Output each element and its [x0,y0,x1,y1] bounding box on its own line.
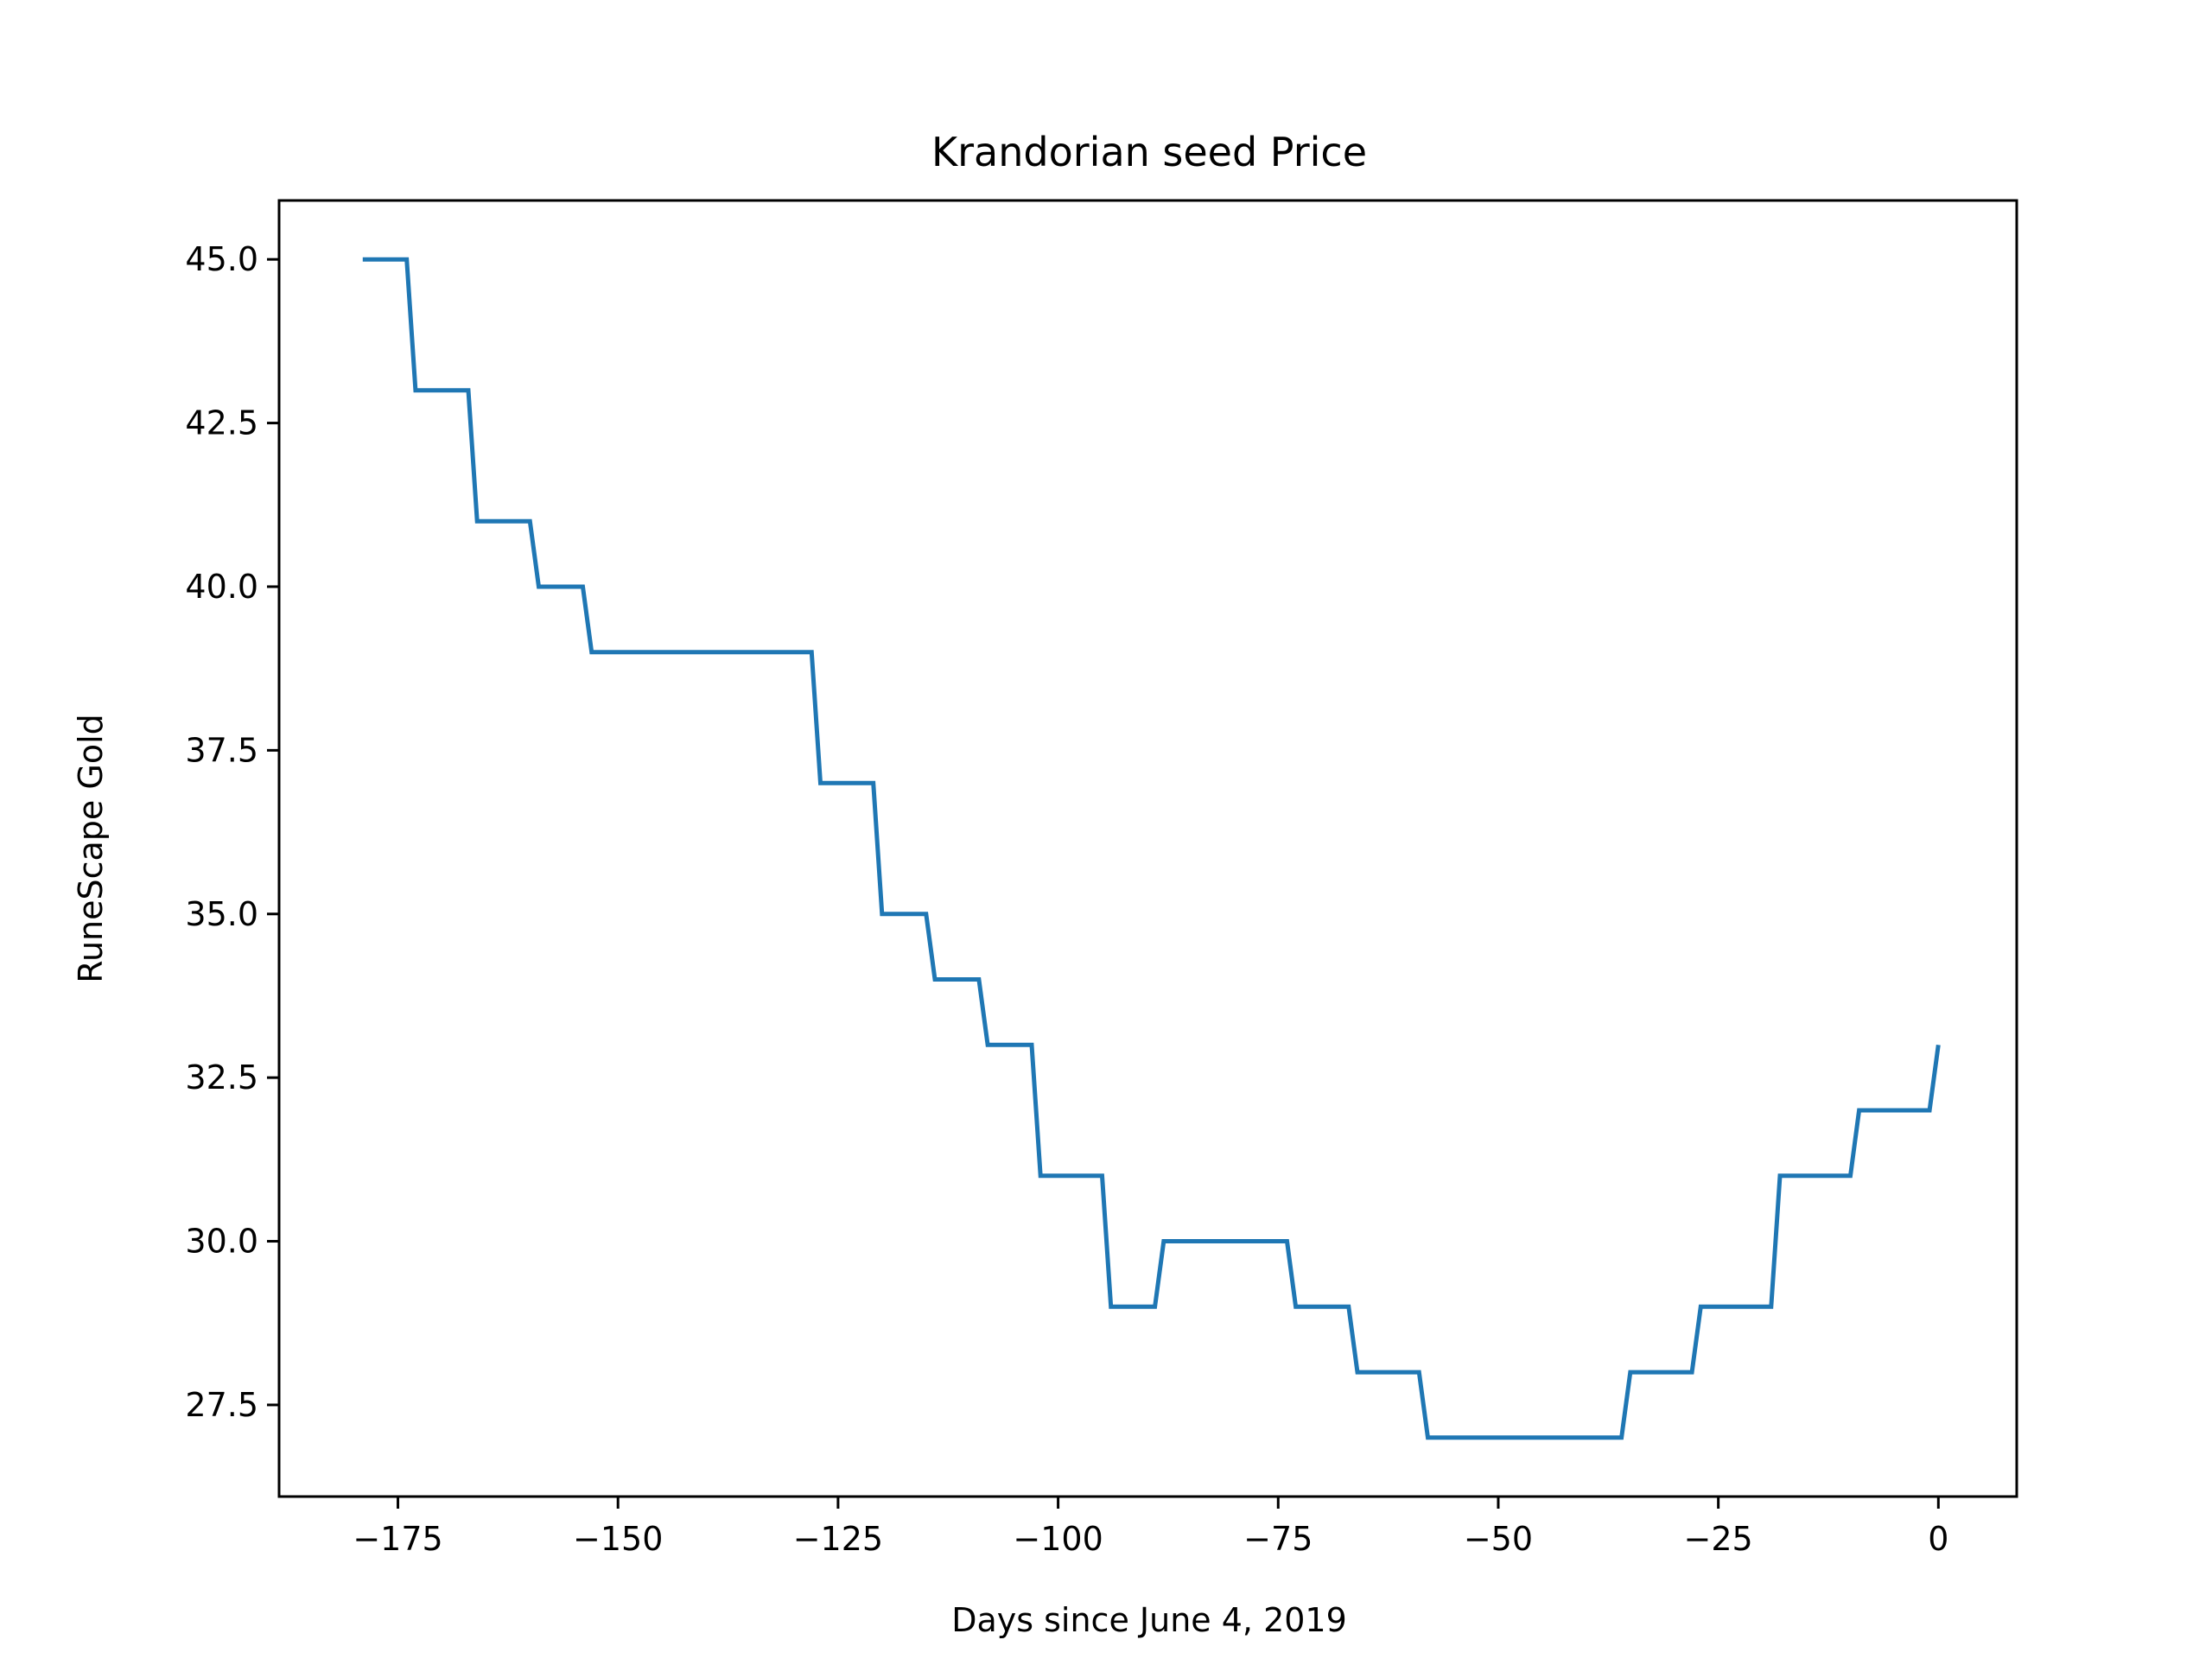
x-tick-label: −75 [1243,1520,1313,1558]
y-tick-label: 37.5 [185,731,258,769]
x-tick-label: −125 [793,1520,883,1558]
y-tick-label: 30.0 [185,1223,258,1261]
chart-title: Krandorian seed Price [931,129,1367,175]
plot-area [362,257,1941,1440]
y-axis-label: RuneScape Gold [72,714,110,983]
y-tick-label: 42.5 [185,404,258,442]
y-tick-label: 45.0 [185,240,258,278]
y-axis-ticks: 27.5 30.0 32.5 35.0 37.5 40.0 42.5 45.0 [185,240,279,1424]
x-axis-ticks: −175 −150 −125 −100 −75 −50 −25 0 [353,1497,1948,1558]
x-tick-label: −175 [353,1520,442,1558]
x-tick-label: −150 [573,1520,663,1558]
axes-frame [277,199,2018,1498]
y-tick-label: 27.5 [185,1386,258,1424]
y-tick-label: 35.0 [185,895,258,933]
x-axis-label: Days since June 4, 2019 [951,1601,1347,1639]
x-tick-label: −100 [1013,1520,1103,1558]
y-tick-label: 40.0 [185,568,258,606]
series-line [362,257,1941,1440]
x-tick-label: −50 [1464,1520,1533,1558]
y-tick-label: 32.5 [185,1058,258,1096]
x-tick-label: −25 [1684,1520,1753,1558]
x-tick-label: 0 [1928,1520,1948,1558]
